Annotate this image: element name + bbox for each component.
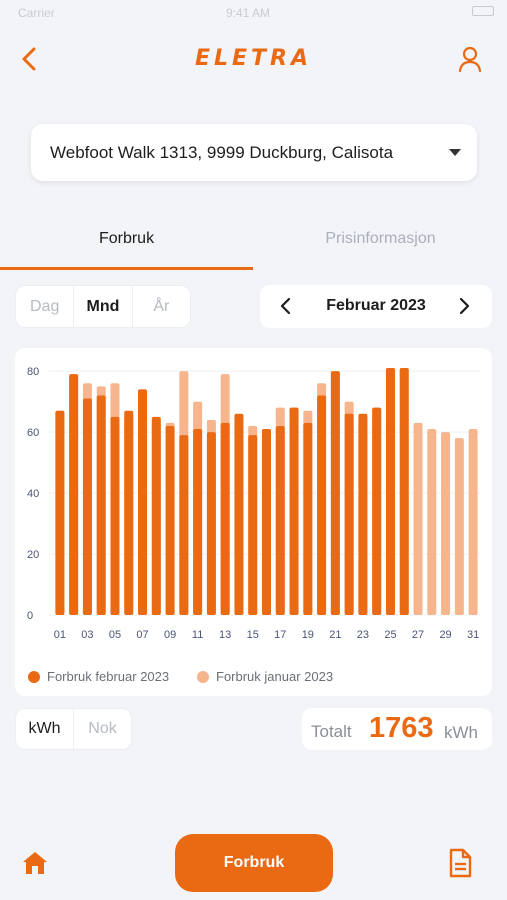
legend-item-january: Forbruk januar 2023: [197, 668, 357, 686]
x-tick-label: 15: [247, 629, 259, 641]
bar-february[interactable]: [248, 435, 258, 615]
bar-february[interactable]: [206, 432, 216, 615]
bar-february[interactable]: [82, 398, 92, 615]
previous-period-button[interactable]: [276, 296, 296, 316]
x-tick-label: 17: [274, 629, 286, 641]
bar-january[interactable]: [468, 429, 478, 615]
caret-down-icon: [449, 149, 461, 156]
bar-february[interactable]: [317, 395, 327, 615]
consumption-bar-chart: 0 20 40 60 80 01 03 05 07 09 11 13 15 17 19 21 23 25 27 29 3…: [27, 366, 480, 641]
app-logo: ELETRA: [194, 46, 313, 71]
unit-option-nok[interactable]: Nok: [73, 709, 131, 749]
total-consumption: Totalt 1763 kWh: [302, 708, 492, 750]
bar-february[interactable]: [165, 425, 175, 615]
x-tick-label: 31: [467, 629, 479, 641]
chevron-left-icon: [22, 47, 36, 71]
y-tick-label: 80: [27, 366, 39, 378]
bar-february[interactable]: [179, 435, 189, 615]
legend-item-february: Forbruk februar 2023: [28, 668, 198, 686]
bar-february[interactable]: [358, 413, 368, 615]
bar-february[interactable]: [220, 422, 230, 615]
bar-february[interactable]: [138, 389, 148, 615]
total-value: 1763: [369, 712, 434, 744]
x-tick-label: 19: [302, 629, 314, 641]
x-tick-label: 13: [219, 629, 231, 641]
legend-dot-february: [28, 671, 40, 683]
x-tick-label: 23: [357, 629, 369, 641]
bar-january[interactable]: [454, 438, 464, 615]
period-toggle: Dag Mnd År: [15, 285, 191, 328]
x-tick-label: 07: [136, 629, 148, 641]
back-button[interactable]: [16, 44, 42, 74]
tab-forbruk[interactable]: Forbruk: [0, 216, 253, 270]
bar-february[interactable]: [69, 374, 79, 615]
bar-february[interactable]: [372, 407, 382, 615]
legend-dot-january: [197, 671, 209, 683]
y-tick-label: 0: [27, 610, 33, 622]
bar-february[interactable]: [385, 368, 395, 615]
profile-button[interactable]: [456, 44, 484, 74]
legend-label-february: Forbruk februar 2023: [47, 669, 170, 684]
y-tick-label: 60: [27, 427, 39, 439]
bar-february[interactable]: [151, 416, 161, 615]
forbruk-action-button[interactable]: Forbruk: [175, 834, 333, 892]
total-prefix: Totalt: [311, 722, 352, 741]
x-tick-label: 03: [81, 629, 93, 641]
chevron-left-icon: [280, 297, 291, 315]
chart-card: 0 20 40 60 80 01 03 05 07 09 11 13 15 17 19 21 23 25 27 29 3…: [15, 348, 492, 696]
legend-label-january: Forbruk januar 2023: [216, 669, 334, 684]
bar-february[interactable]: [330, 371, 340, 615]
bar-january[interactable]: [427, 429, 437, 615]
bar-february[interactable]: [262, 429, 271, 615]
status-bar: Carrier 9:41 AM: [0, 0, 507, 26]
battery-icon: [472, 6, 494, 16]
bar-february[interactable]: [303, 422, 313, 615]
x-tick-label: 29: [439, 629, 451, 641]
tab-bar: Forbruk Prisinformasjon: [0, 216, 507, 270]
unit-toggle: kWh Nok: [15, 708, 132, 750]
bar-february[interactable]: [234, 413, 244, 615]
period-label: Februar 2023: [326, 297, 426, 314]
document-icon: [449, 848, 472, 878]
x-tick-label: 11: [192, 629, 203, 641]
bar-february[interactable]: [275, 425, 285, 615]
y-tick-label: 40: [27, 488, 39, 500]
bar-february[interactable]: [344, 413, 354, 615]
x-tick-label: 27: [412, 629, 424, 641]
document-button[interactable]: [447, 848, 473, 878]
y-tick-label: 20: [27, 549, 39, 561]
address-value: Webfoot Walk 1313, 9999 Duckburg, Caliso…: [50, 143, 394, 162]
chevron-right-icon: [459, 297, 470, 315]
address-dropdown[interactable]: Webfoot Walk 1313, 9999 Duckburg, Caliso…: [31, 124, 477, 181]
time-label: 9:41 AM: [226, 6, 271, 20]
period-option-mnd[interactable]: Mnd: [73, 286, 131, 327]
bar-february[interactable]: [55, 410, 65, 615]
x-tick-label: 05: [109, 629, 121, 641]
x-tick-label: 25: [384, 629, 396, 641]
period-navigator: Februar 2023: [260, 285, 492, 328]
bar-february[interactable]: [289, 407, 299, 615]
period-option-ar[interactable]: År: [131, 286, 190, 327]
total-unit: kWh: [444, 723, 478, 742]
bar-february[interactable]: [110, 416, 120, 615]
carrier-label: Carrier: [18, 6, 55, 20]
bar-february[interactable]: [124, 410, 134, 615]
x-tick-label: 21: [329, 629, 341, 641]
bar-february[interactable]: [399, 368, 409, 615]
unit-option-kwh[interactable]: kWh: [28, 720, 61, 737]
home-button[interactable]: [22, 850, 48, 876]
bar-february[interactable]: [193, 429, 203, 615]
bar-january[interactable]: [413, 422, 423, 615]
home-icon: [23, 852, 47, 874]
next-period-button[interactable]: [454, 296, 474, 316]
period-option-dag[interactable]: Dag: [29, 297, 60, 315]
bar-january[interactable]: [441, 432, 451, 615]
x-tick-label: 09: [164, 629, 176, 641]
user-icon: [462, 46, 478, 62]
tab-prisinformasjon[interactable]: Prisinformasjon: [325, 230, 436, 247]
bar-february[interactable]: [96, 395, 106, 615]
x-tick-label: 01: [54, 629, 66, 641]
